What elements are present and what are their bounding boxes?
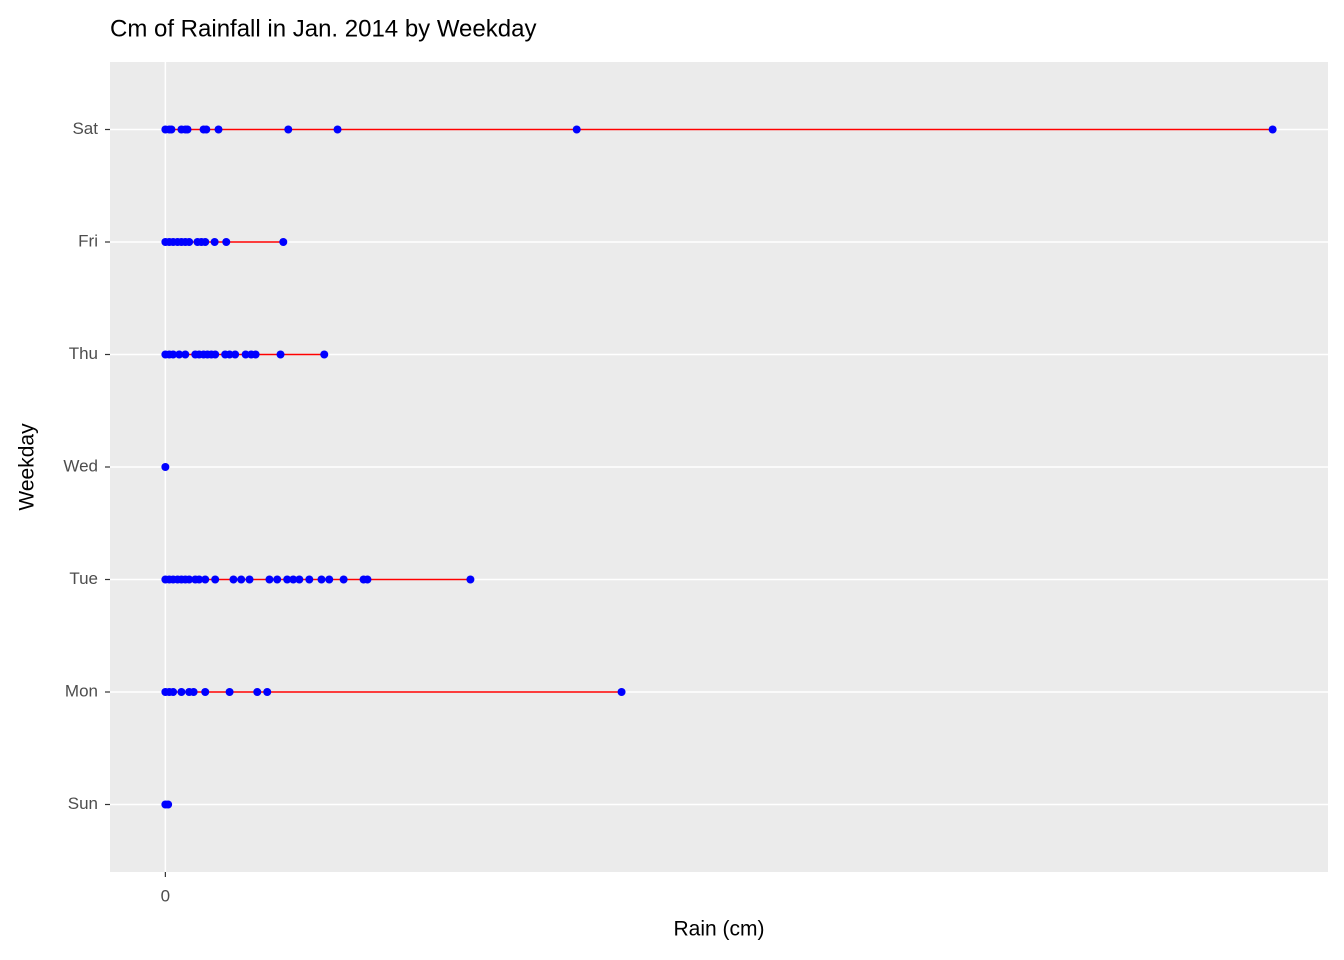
point bbox=[211, 575, 220, 584]
point bbox=[279, 238, 288, 246]
point bbox=[175, 350, 184, 359]
point bbox=[333, 125, 342, 134]
point bbox=[210, 238, 219, 246]
point bbox=[284, 125, 293, 134]
point bbox=[317, 575, 326, 584]
point bbox=[185, 575, 194, 584]
point bbox=[283, 575, 292, 584]
point bbox=[225, 688, 234, 696]
point bbox=[241, 350, 250, 359]
chart-title: Cm of Rainfall in Jan. 2014 by Weekday bbox=[110, 15, 536, 42]
x-tick-label: 0 bbox=[161, 886, 170, 905]
point bbox=[164, 800, 173, 809]
y-tick-label: Thu bbox=[69, 344, 98, 363]
point bbox=[1268, 125, 1277, 134]
point bbox=[222, 238, 231, 246]
point bbox=[265, 575, 274, 584]
point bbox=[177, 688, 186, 696]
point bbox=[305, 575, 314, 584]
point bbox=[276, 350, 285, 359]
point bbox=[214, 125, 223, 134]
y-tick-label: Tue bbox=[69, 569, 98, 588]
point bbox=[231, 350, 240, 359]
y-tick-label: Fri bbox=[78, 231, 98, 250]
point bbox=[229, 575, 238, 584]
point bbox=[320, 350, 329, 359]
point bbox=[237, 575, 246, 584]
point bbox=[181, 350, 190, 359]
point bbox=[253, 688, 262, 696]
point bbox=[251, 350, 260, 359]
point bbox=[617, 688, 626, 696]
point bbox=[211, 350, 220, 359]
point bbox=[161, 463, 170, 471]
point bbox=[572, 125, 581, 134]
point bbox=[167, 125, 176, 134]
point bbox=[339, 575, 348, 584]
y-tick-label: Wed bbox=[63, 456, 98, 475]
point bbox=[263, 688, 272, 696]
point bbox=[289, 575, 298, 584]
y-tick-label: Sat bbox=[72, 119, 98, 138]
point bbox=[185, 238, 194, 246]
point bbox=[295, 575, 304, 584]
point bbox=[195, 575, 204, 584]
point bbox=[363, 575, 372, 584]
point bbox=[201, 575, 210, 584]
point bbox=[325, 575, 334, 584]
point bbox=[183, 125, 192, 134]
point bbox=[201, 238, 210, 246]
y-tick-label: Sun bbox=[68, 794, 98, 813]
point bbox=[189, 688, 198, 696]
point bbox=[466, 575, 475, 584]
point bbox=[273, 575, 282, 584]
x-axis-label: Rain (cm) bbox=[673, 918, 764, 941]
point bbox=[245, 575, 254, 584]
point bbox=[202, 125, 211, 134]
y-axis-label: Weekday bbox=[16, 423, 39, 511]
point bbox=[225, 350, 234, 359]
point bbox=[201, 688, 210, 696]
point bbox=[169, 350, 178, 359]
y-tick-label: Mon bbox=[65, 681, 98, 700]
point bbox=[169, 688, 178, 696]
